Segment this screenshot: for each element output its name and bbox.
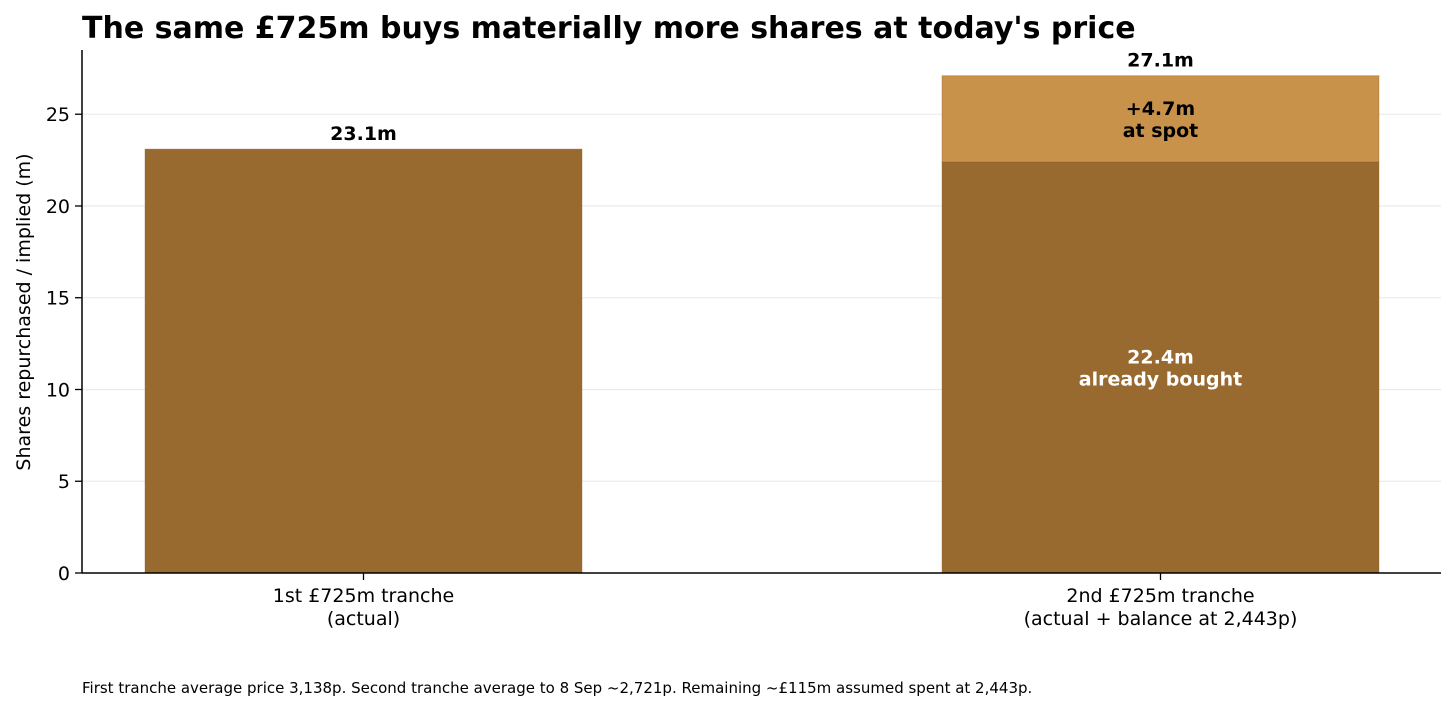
bar-segment (941, 161, 1380, 574)
y-tick-label: 20 (46, 196, 70, 218)
data-label: +4.7m (1126, 98, 1195, 120)
y-ticks: 0 5 10 15 20 25 (46, 104, 82, 585)
x-category-label: (actual + balance at 2,443p) (1024, 608, 1298, 630)
x-category-label: (actual) (327, 608, 400, 630)
footnote: First tranche average price 3,138p. Seco… (82, 679, 1032, 697)
data-label: already bought (1079, 368, 1242, 390)
data-label: 22.4m (1127, 346, 1194, 368)
y-tick-label: 10 (46, 379, 70, 401)
y-tick-label: 0 (58, 563, 70, 585)
bar-segment (941, 75, 1380, 163)
y-tick-label: 5 (58, 471, 70, 493)
data-label: 23.1m (330, 123, 397, 145)
axes (81, 50, 1441, 574)
bars (144, 75, 1380, 574)
chart-title: The same £725m buys materially more shar… (82, 11, 1136, 46)
bar-segment (144, 148, 583, 574)
data-label: at spot (1123, 120, 1199, 142)
y-axis-label: Shares repurchased / implied (m) (13, 153, 35, 470)
y-tick-label: 15 (46, 288, 70, 310)
x-category-label: 2nd £725m tranche (1066, 585, 1254, 607)
x-categories: 1st £725m tranche(actual) 2nd £725m tranc… (273, 573, 1298, 630)
x-category-label: 1st £725m tranche (273, 585, 455, 607)
y-tick-label: 25 (46, 104, 70, 126)
data-label: 27.1m (1127, 50, 1194, 72)
